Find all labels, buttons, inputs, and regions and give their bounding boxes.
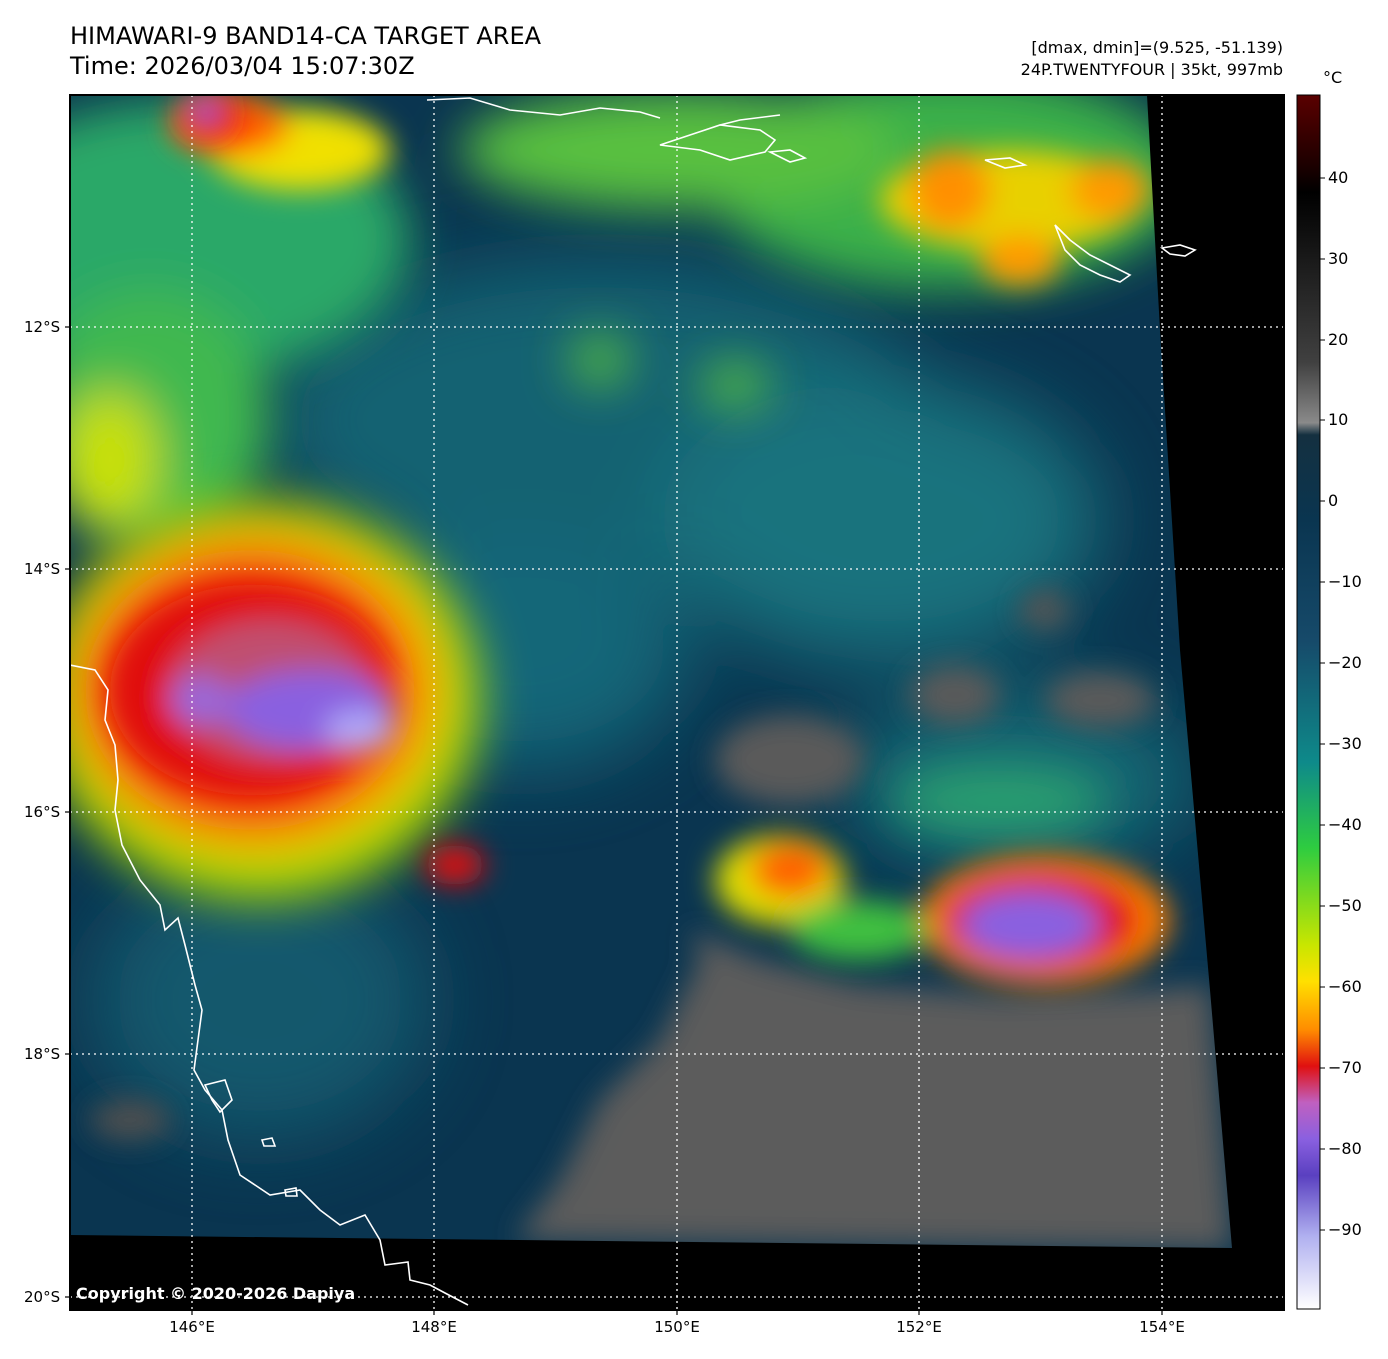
lat-label-12s: 12°S [24,318,61,336]
colorbar-tick: 40 [1328,168,1349,187]
lon-label-152e: 152°E [896,1318,942,1336]
colorbar-tick: −30 [1328,734,1362,753]
colorbar-tick: 30 [1328,249,1349,268]
colorbar-tick: 10 [1328,410,1349,429]
colorbar-tick: −70 [1328,1058,1362,1077]
lon-label-154e: 154°E [1139,1318,1185,1336]
chart-title: HIMAWARI-9 BAND14-CA TARGET AREA [70,22,542,50]
gridlines [70,95,1284,1310]
storm-info: 24P.TWENTYFOUR | 35kt, 997mb [1020,60,1283,79]
dmax-dmin-stats: [dmax, dmin]=(9.525, -51.139) [1031,38,1283,57]
colorbar-tick: −40 [1328,815,1362,834]
coastlines [70,97,1197,1306]
lat-label-18s: 18°S [24,1045,61,1063]
imagery [70,95,1284,1310]
colorbar-tick: −10 [1328,572,1362,591]
copyright-text: Copyright © 2020-2026 Dapiya [76,1284,356,1303]
colorbar-unit: °C [1323,68,1343,87]
lon-label-148e: 148°E [411,1318,457,1336]
colorbar-tick: −50 [1328,896,1362,915]
lat-label-14s: 14°S [24,560,61,578]
colorbar-tick: −90 [1328,1220,1362,1239]
colorbar-tick: −80 [1328,1139,1362,1158]
lat-label-16s: 16°S [24,803,61,821]
colorbar-tick: 20 [1328,330,1349,349]
lat-label-20s: 20°S [24,1288,61,1306]
colorbar-tick: −60 [1328,977,1362,996]
lon-label-146e: 146°E [169,1318,215,1336]
chart-time: Time: 2026/03/04 15:07:30Z [70,52,415,80]
colorbar-tick: −20 [1328,653,1362,672]
colorbar-tick: 0 [1328,491,1339,510]
lon-label-150e: 150°E [654,1318,700,1336]
colorbar [1296,94,1321,1310]
